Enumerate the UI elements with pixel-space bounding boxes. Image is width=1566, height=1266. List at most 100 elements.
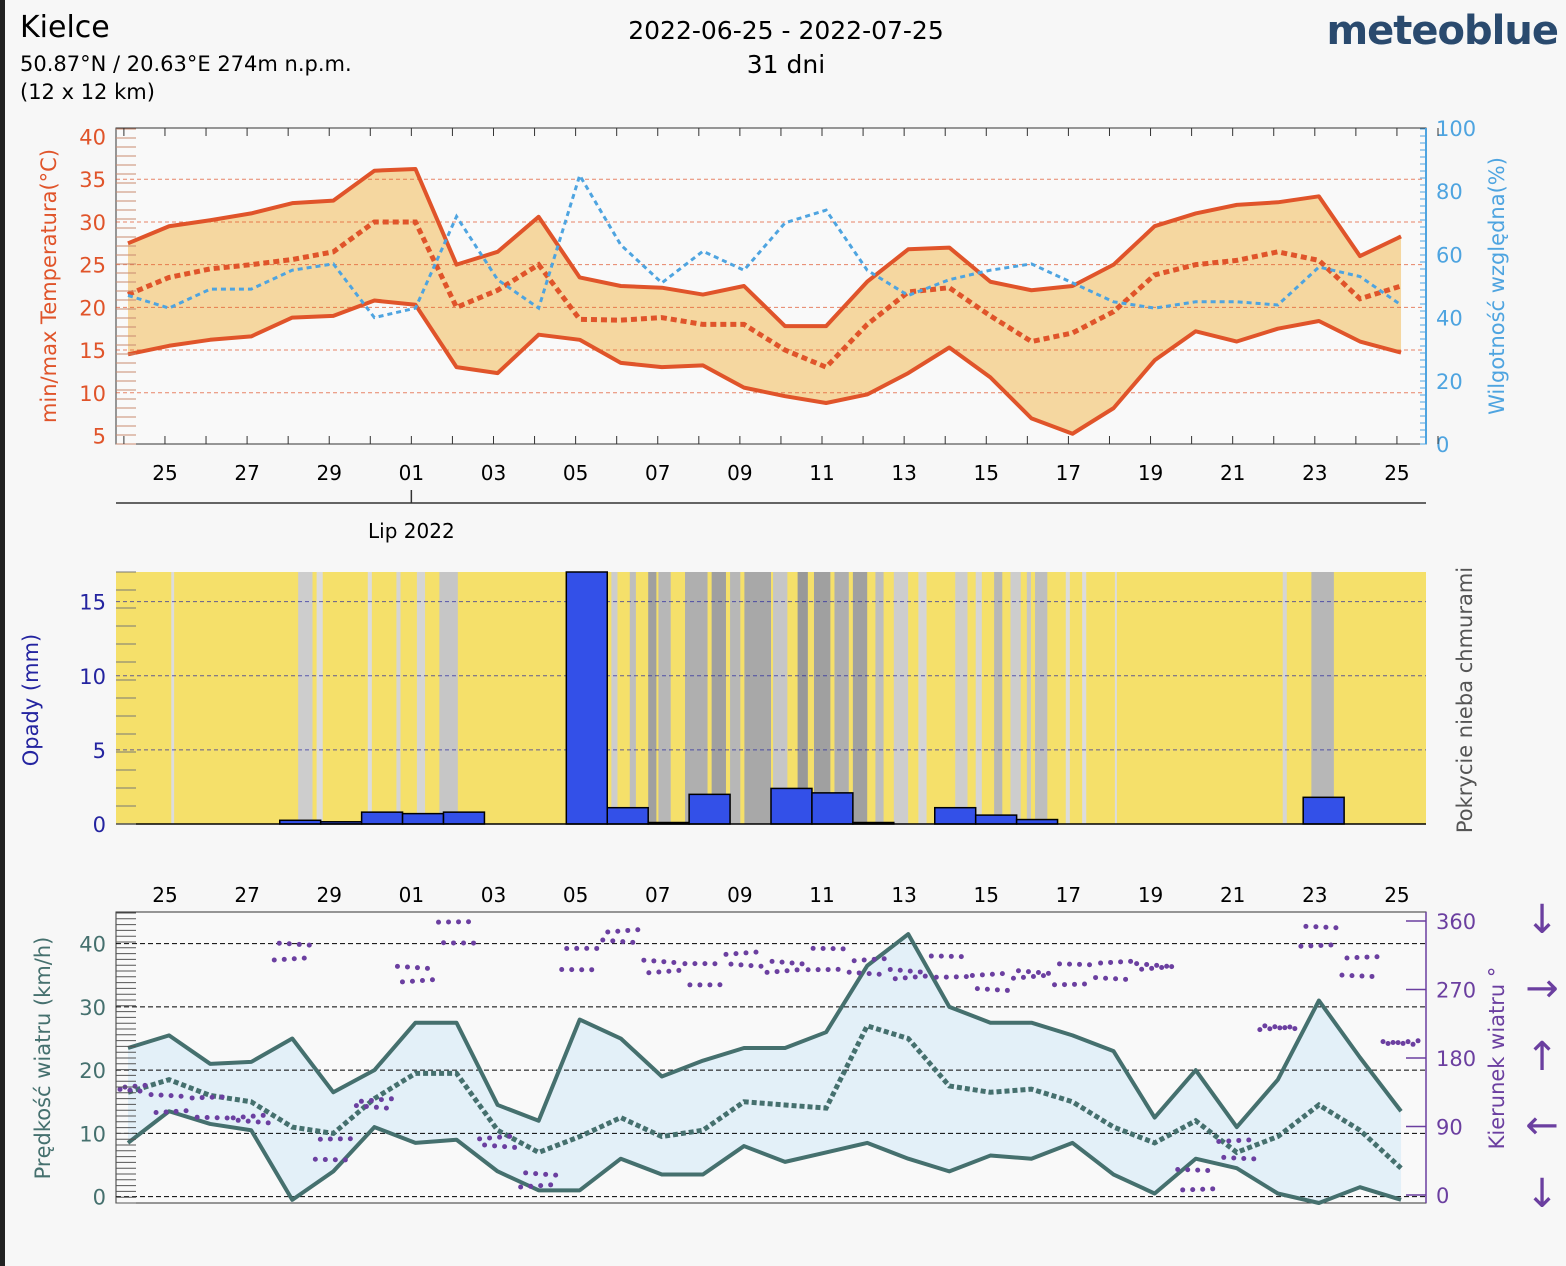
- wind-day-label: 03: [481, 883, 506, 907]
- wind-direction-dot: [825, 967, 831, 973]
- wind-direction-dot: [429, 977, 435, 983]
- wind-direction-dot: [661, 959, 667, 965]
- mean-wind-line: [127, 1022, 1403, 1171]
- wind-direction-dot: [933, 974, 939, 980]
- wind-direction-dot: [219, 1094, 225, 1100]
- wind-direction-dot: [399, 979, 405, 985]
- wind-direction-dot: [738, 962, 744, 968]
- wind-range-fill: [128, 934, 1402, 1203]
- wind-direction-dot: [917, 969, 923, 975]
- wind-direction-dot: [692, 961, 698, 967]
- wind-direction-dot: [779, 959, 785, 965]
- wind-direction-dot: [265, 1120, 271, 1126]
- wind-direction-dot: [482, 1142, 488, 1148]
- wind-day-label: 15: [974, 883, 999, 907]
- wind-direction-dot: [943, 974, 949, 980]
- wind-direction-dot: [1118, 959, 1124, 965]
- wind-direction-dot: [922, 973, 928, 979]
- wind-direction-dot: [1344, 955, 1350, 961]
- wind-direction-dot: [733, 951, 739, 957]
- wind-direction-dot: [1292, 1026, 1298, 1032]
- wind-direction-dot: [805, 967, 811, 973]
- wind-direction-dot: [820, 945, 826, 951]
- wind-direction-dot: [1098, 960, 1104, 966]
- wind-direction-dot: [1364, 954, 1370, 960]
- wind-direction-dot: [518, 1184, 524, 1190]
- wind-direction-dot: [456, 919, 462, 925]
- humidity-tick-label: 20: [1436, 370, 1463, 394]
- wind-direction-dot: [963, 974, 969, 980]
- wind-direction-dot: [1374, 954, 1380, 960]
- meteoblue-logo[interactable]: meteoblue: [1326, 8, 1559, 54]
- temp-day-label: 09: [727, 461, 752, 485]
- cloud-cover-band: [875, 572, 884, 824]
- wind-direction-dot: [245, 1118, 251, 1124]
- wind-direction-dot: [148, 1092, 154, 1098]
- wind-day-label: 27: [234, 883, 259, 907]
- wind-direction-dot: [594, 945, 600, 951]
- wind-direction-dot: [610, 938, 616, 944]
- wind-day-label: 09: [727, 883, 752, 907]
- wind-direction-dot: [1262, 1023, 1268, 1029]
- cloud-cover-band: [1035, 572, 1048, 824]
- wind-direction-arrow: ↓: [1525, 897, 1559, 943]
- wind-direction-dot: [856, 970, 862, 976]
- wind-direction-dot: [969, 973, 975, 979]
- wind-direction-dot: [507, 1133, 513, 1139]
- wind-direction-dot: [600, 937, 606, 943]
- temperature-tick-label: 10: [79, 382, 106, 406]
- temperature-tick-label: 20: [79, 296, 106, 320]
- wind-direction-dot: [1415, 1038, 1421, 1044]
- wind-direction-dot: [1323, 924, 1329, 930]
- wind-day-label: 07: [645, 883, 670, 907]
- wind-direction-dot: [1267, 1026, 1273, 1032]
- wind-direction-dot: [851, 958, 857, 964]
- wind-direction-dot: [404, 964, 410, 970]
- wind-direction-dot: [753, 949, 759, 955]
- cloud-cover-band: [658, 572, 671, 824]
- wind-direction-dot: [846, 969, 852, 975]
- wind-direction-dot: [774, 969, 780, 975]
- cloud-cover-band: [298, 572, 313, 824]
- cloud-cover-band: [994, 572, 1003, 824]
- wind-direction-dot: [137, 1088, 143, 1094]
- wind-direction-dot: [553, 1172, 559, 1178]
- wind-direction-dot: [353, 1103, 359, 1109]
- wind-direction-dot: [194, 1114, 200, 1120]
- wind-direction-dot: [1354, 954, 1360, 960]
- wind-direction-dot: [1231, 1155, 1237, 1161]
- wind-direction-dot: [1318, 942, 1324, 948]
- precip-bar: [606, 806, 649, 825]
- wind-direction-dot: [1272, 1024, 1278, 1030]
- wind-direction-dot: [902, 975, 908, 981]
- wind-direction-dot: [1210, 1186, 1216, 1192]
- wind-direction-dot: [564, 946, 570, 952]
- temp-day-label: 25: [152, 461, 177, 485]
- wind-direction-dot: [892, 976, 898, 982]
- cloud-cover-band: [1282, 572, 1287, 824]
- wind-direction-dot: [1380, 1039, 1386, 1045]
- wind-direction-dot: [132, 1083, 138, 1089]
- wind-direction-dot: [728, 961, 734, 967]
- wind-direction-dot: [559, 967, 565, 973]
- wind-direction-dot: [1200, 1186, 1206, 1192]
- wind-direction-dot: [214, 1115, 220, 1121]
- precip-bar: [1302, 796, 1345, 825]
- wind-direction-dot: [589, 967, 595, 973]
- wind-direction-dot: [835, 966, 841, 972]
- wind-direction-dot: [1144, 962, 1150, 968]
- wind-direction-dot: [543, 1171, 549, 1177]
- wind-direction-dot: [388, 1096, 394, 1102]
- temperature-tick-label: 40: [79, 126, 106, 150]
- wind-direction-arrow: →: [1525, 966, 1559, 1012]
- temp-day-label: 29: [316, 461, 341, 485]
- wind-direction-dot: [1045, 970, 1051, 976]
- wind-direction-dot: [419, 978, 425, 984]
- wind-direction-dot: [183, 1108, 189, 1114]
- wind-direction-dot: [758, 963, 764, 969]
- wind-direction-dot: [723, 951, 729, 957]
- temperature-chart: 40 35 30 25 20 15 10 5 100 80 60 40 20 0 min/max Tempe…: [37, 117, 1509, 543]
- temp-day-label: 01: [399, 461, 424, 485]
- wind-direction-dot: [912, 974, 918, 980]
